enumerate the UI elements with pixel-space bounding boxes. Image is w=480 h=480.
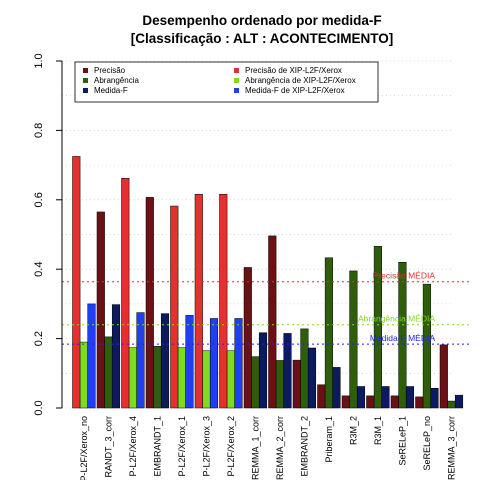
recall-bar bbox=[324, 257, 333, 409]
x-tick-label: EMBRANDT_2 bbox=[299, 416, 309, 477]
recall-bar bbox=[153, 345, 162, 409]
precision-bar bbox=[439, 344, 448, 409]
x-tick-label: P-L2F/Xerox_3 bbox=[201, 416, 211, 477]
x-tick-label: P-L2F/Xerox_2 bbox=[226, 416, 236, 477]
f-measure-bar bbox=[234, 318, 243, 409]
precision-bar bbox=[72, 156, 81, 409]
chart-subtitle: [Classificação : ALT : ACONTECIMENTO] bbox=[131, 31, 394, 46]
precision-bar bbox=[96, 211, 105, 409]
legend-box bbox=[74, 61, 379, 103]
y-tick-label: 0.6 bbox=[33, 192, 45, 207]
x-tick-label: REMMA_1_corr bbox=[250, 416, 260, 480]
y-tick-label: 0.2 bbox=[33, 331, 45, 346]
x-tick-label: SeRELeP_1 bbox=[397, 416, 407, 466]
recall-bar bbox=[79, 341, 88, 409]
f-measure-bar bbox=[332, 367, 341, 409]
recall-bar bbox=[226, 350, 235, 409]
f-measure-bar bbox=[185, 315, 194, 409]
f-measure-bar bbox=[258, 332, 268, 409]
legend-label: Medida-F de XIP-L2F/Xerox bbox=[245, 86, 345, 95]
f-measure-bar bbox=[381, 386, 390, 409]
recall-bar bbox=[202, 350, 211, 409]
x-tick-label: P-L2F/Xerox_1 bbox=[177, 416, 187, 477]
legend-swatch bbox=[83, 78, 88, 83]
f-measure-bar bbox=[307, 347, 317, 409]
legend-swatch bbox=[83, 88, 88, 93]
y-axis: 0.0 0.2 0.4 0.6 0.8 1.0 bbox=[33, 53, 63, 416]
recall-bar bbox=[447, 400, 456, 409]
f-measure-bar bbox=[209, 318, 219, 409]
grid-lines bbox=[62, 60, 452, 409]
f-measure-bar bbox=[454, 394, 464, 409]
precision-bar bbox=[145, 197, 154, 409]
x-tick-label: EMBRANDT_1 bbox=[152, 416, 162, 477]
x-tick-label: REMMA_2_corr bbox=[275, 416, 285, 480]
legend-swatch bbox=[234, 88, 239, 93]
precision-bar bbox=[292, 359, 301, 409]
legend-swatch bbox=[234, 78, 239, 83]
precision-bar bbox=[194, 193, 203, 409]
y-tick-label: 0.8 bbox=[33, 123, 45, 138]
legend-label: Precisão bbox=[94, 66, 126, 75]
reference-line-label: Abrangência MÉDIA bbox=[358, 314, 435, 324]
legend-label: Precisão de XIP-L2F/Xerox bbox=[245, 66, 342, 75]
f-measure-bar bbox=[283, 333, 292, 409]
recall-bar bbox=[398, 262, 407, 409]
chart-title: Desempenho ordenado por medida-F bbox=[142, 13, 381, 28]
x-tick-label: P-L2F/Xerox_no bbox=[79, 416, 89, 480]
x-tick-label: RANDT_3_corr bbox=[103, 416, 113, 478]
precision-bar bbox=[219, 193, 228, 409]
reference-line-label: Medida-F MÉDIA bbox=[370, 333, 436, 343]
precision-bar bbox=[170, 205, 179, 409]
legend-label: Abrangência de XIP-L2F/Xerox bbox=[245, 76, 356, 85]
recall-bar bbox=[373, 246, 382, 409]
recall-bar bbox=[104, 336, 113, 409]
y-tick-label: 1.0 bbox=[33, 53, 45, 68]
legend-swatch bbox=[83, 68, 88, 73]
x-tick-label: SeRELeP_no bbox=[422, 416, 432, 471]
precision-bar bbox=[243, 267, 252, 409]
legend-swatch bbox=[234, 68, 239, 73]
recall-bar bbox=[422, 283, 431, 409]
precision-bar bbox=[341, 395, 350, 409]
recall-bar bbox=[251, 356, 260, 409]
recall-bar bbox=[128, 347, 137, 409]
recall-bar bbox=[300, 328, 309, 409]
precision-bar bbox=[415, 396, 424, 409]
y-tick-label: 0.0 bbox=[33, 400, 45, 415]
x-tick-label: REMMA_3_corr bbox=[446, 416, 456, 480]
recall-bar bbox=[177, 347, 186, 409]
f-measure-bar bbox=[356, 386, 366, 409]
bars bbox=[72, 156, 464, 409]
precision-bar bbox=[268, 235, 277, 409]
legend-label: Abrangência bbox=[94, 76, 139, 85]
f-measure-bar bbox=[87, 303, 96, 409]
x-tick-label: R3M_1 bbox=[373, 416, 383, 445]
recall-bar bbox=[349, 270, 358, 409]
precision-bar bbox=[121, 178, 130, 409]
reference-line-label: Precisão MÉDIA bbox=[373, 271, 436, 281]
x-tick-label: R3M_2 bbox=[348, 416, 358, 445]
recall-bar bbox=[275, 360, 284, 409]
f-measure-bar bbox=[405, 386, 415, 409]
reference-lines: Precisão MÉDIA Abrangência MÉDIA Medida-F … bbox=[62, 271, 472, 345]
x-axis-labels: P-L2F/Xerox_no RANDT_3_corr P-L2F/Xerox_4 E… bbox=[79, 416, 456, 480]
f-measure-bar bbox=[136, 312, 145, 409]
x-tick-label: Priberam_1 bbox=[324, 416, 334, 463]
y-tick-label: 0.4 bbox=[33, 262, 45, 277]
x-tick-label: P-L2F/Xerox_4 bbox=[128, 416, 138, 477]
f-measure-bar bbox=[160, 313, 170, 409]
legend-label: Medida-F bbox=[94, 86, 128, 95]
precision-bar bbox=[366, 395, 375, 409]
f-measure-bar bbox=[430, 387, 439, 409]
precision-bar bbox=[317, 384, 326, 409]
f-measure-bar bbox=[111, 304, 121, 409]
precision-bar bbox=[390, 395, 399, 409]
